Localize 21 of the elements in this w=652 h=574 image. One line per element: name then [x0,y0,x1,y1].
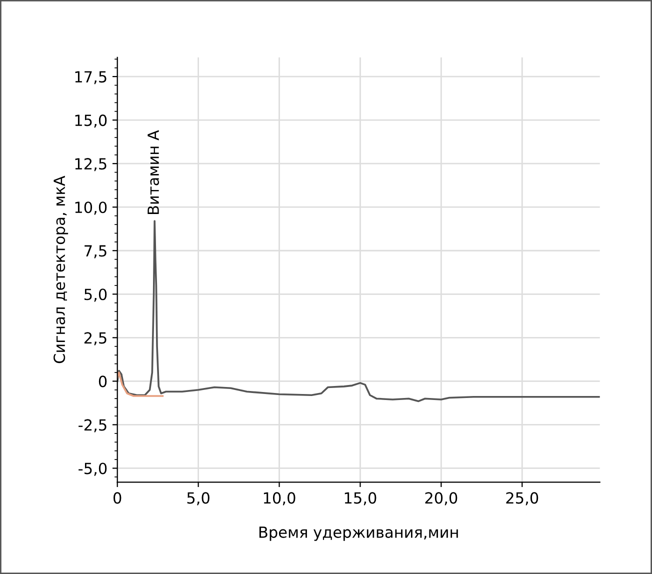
y-tick-label: 5,0 [84,288,107,302]
y-tick-label: -5,0 [78,462,107,476]
line-series [117,372,164,397]
x-tick-label: 0 [114,492,122,504]
y-tick-label: 7,5 [84,245,106,258]
y-tick-label: 15,0 [75,114,107,128]
y-tick-label: 17,5 [75,71,106,84]
y-axis-title: Сигнал детектора, мкА [54,176,68,364]
annotation: Витамин А [148,130,160,214]
y-tick-label: 12,5 [75,158,106,172]
y-tick-label: 2,5 [84,332,106,346]
y-tick-label: 10,0 [75,202,107,215]
x-tick-label: 25,0 [506,492,538,506]
x-tick-label: 15,0 [344,492,376,506]
x-tick-label: 10,0 [264,492,296,506]
y-tick-label: -2,5 [78,419,106,432]
x-axis-title: Время удерживания,мин [259,526,458,541]
y-tick-label: 0 [98,376,107,388]
line-series [117,220,600,402]
x-tick-label: 5,0 [187,492,210,506]
x-tick-label: 20,0 [425,492,458,506]
